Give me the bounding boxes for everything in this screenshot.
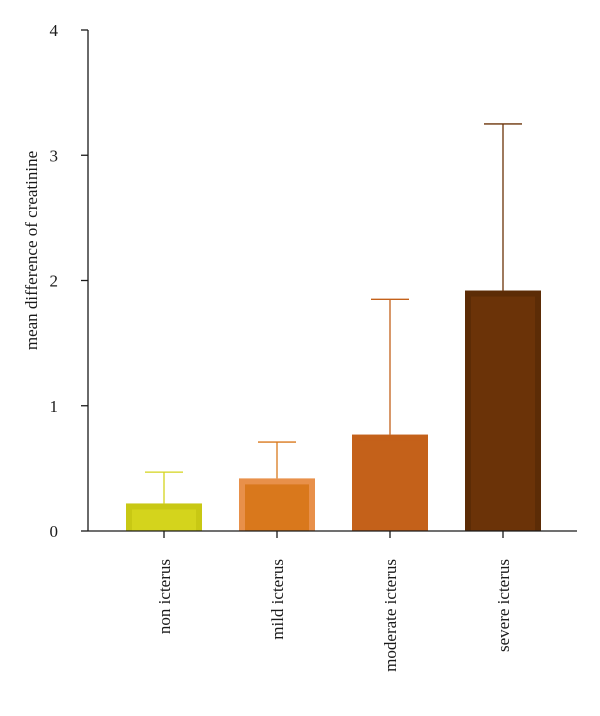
x-tick-label: moderate icterus [381, 559, 400, 672]
y-tick-label: 1 [50, 397, 59, 416]
bar-inner [358, 440, 422, 531]
y-ticks-layer: 0 1 2 3 4 [50, 21, 88, 541]
error-bars-layer [145, 123, 522, 504]
y-axis-title: mean difference of creatinine [22, 151, 41, 350]
y-tick-label: 4 [50, 21, 59, 40]
bar-inner [132, 509, 196, 531]
y-tick-label: 0 [50, 522, 59, 541]
bar-inner [471, 296, 535, 531]
x-tick-label: non icterus [155, 559, 174, 634]
x-tick-label: mild icterus [268, 559, 287, 640]
y-tick-label: 3 [50, 146, 59, 165]
y-tick-label: 2 [50, 272, 59, 291]
x-ticks-layer: non icterus mild icterus moderate icterus s… [155, 531, 513, 672]
bar-inner [245, 484, 309, 531]
bars-layer [126, 290, 541, 531]
x-tick-label: severe icterus [494, 559, 513, 652]
